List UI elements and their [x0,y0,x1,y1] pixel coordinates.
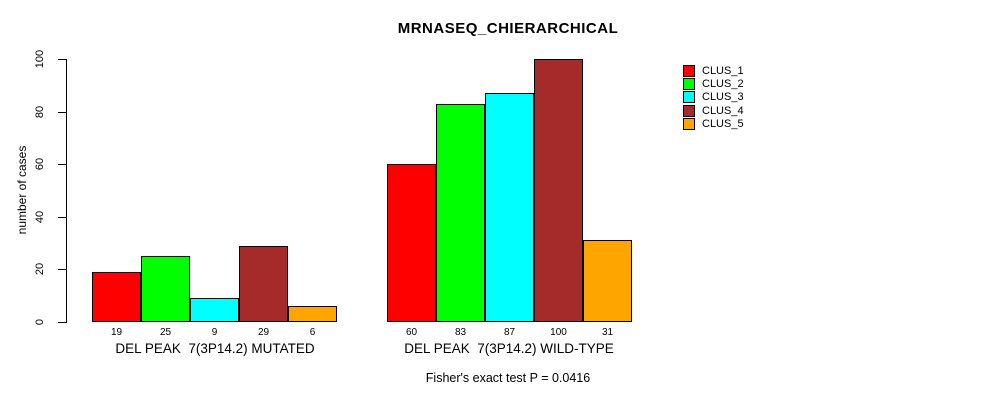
y-axis-tick [58,269,66,271]
bar-value-label: 6 [309,327,316,338]
bar-clus_2-group2 [436,103,485,322]
y-axis-label: number of cases [15,145,29,235]
y-axis-tick-label: 100 [34,49,46,69]
legend-swatch-clus_4 [683,104,695,117]
chart-title: MRNASEQ_CHIERARCHICAL [397,20,619,37]
bar-clus_1-group1 [92,272,141,322]
y-axis-tick [58,216,66,218]
legend-swatch-clus_2 [683,78,695,91]
bar-value-label: 87 [503,327,516,338]
bar-clus_2-group1 [141,256,190,322]
y-axis-tick [58,59,66,60]
y-axis-tick-label: 20 [34,263,46,276]
fisher-test-caption: Fisher's exact test P = 0.0416 [425,371,591,385]
y-axis-tick [58,164,66,166]
legend-swatch-clus_1 [683,65,695,77]
legend-label-clus_5: CLUS_5 [702,117,744,130]
bar-value-label: 29 [257,327,270,338]
y-axis-tick [58,111,66,113]
bar-value-label: 19 [110,327,123,338]
y-axis-tick-label: 0 [34,318,46,326]
bar-clus_4-group1 [239,245,288,322]
bar-clus_1-group2 [387,164,436,322]
bar-clus_3-group2 [485,93,534,322]
legend-label-clus_3: CLUS_3 [702,91,744,104]
legend-label-clus_1: CLUS_1 [702,65,744,77]
bar-clus_4-group2 [534,59,583,322]
y-axis-line [66,59,67,323]
legend-swatch-clus_3 [683,91,695,104]
y-axis-tick-label: 60 [34,158,46,171]
group-label-wild-type: DEL PEAK 7(3P14.2) WILD-TYPE [404,341,614,356]
bar-clus_5-group2 [583,240,632,322]
bar-value-label: 60 [405,327,418,338]
y-axis-tick [58,322,66,323]
y-axis-tick-label: 40 [34,210,46,223]
legend-swatch-clus_5 [683,117,695,130]
bar-value-label: 100 [550,327,567,338]
bar-clus_3-group1 [190,298,239,322]
bar-value-label: 83 [454,327,467,338]
bar-clus_5-group1 [288,306,337,322]
y-axis-tick-label: 80 [34,105,46,118]
group-label-mutated: DEL PEAK 7(3P14.2) MUTATED [115,341,315,356]
bar-value-label: 31 [601,327,614,338]
legend-label-clus_2: CLUS_2 [702,78,744,91]
bar-value-label: 9 [211,327,218,338]
legend-label-clus_4: CLUS_4 [702,104,744,117]
bar-value-label: 25 [159,327,172,338]
